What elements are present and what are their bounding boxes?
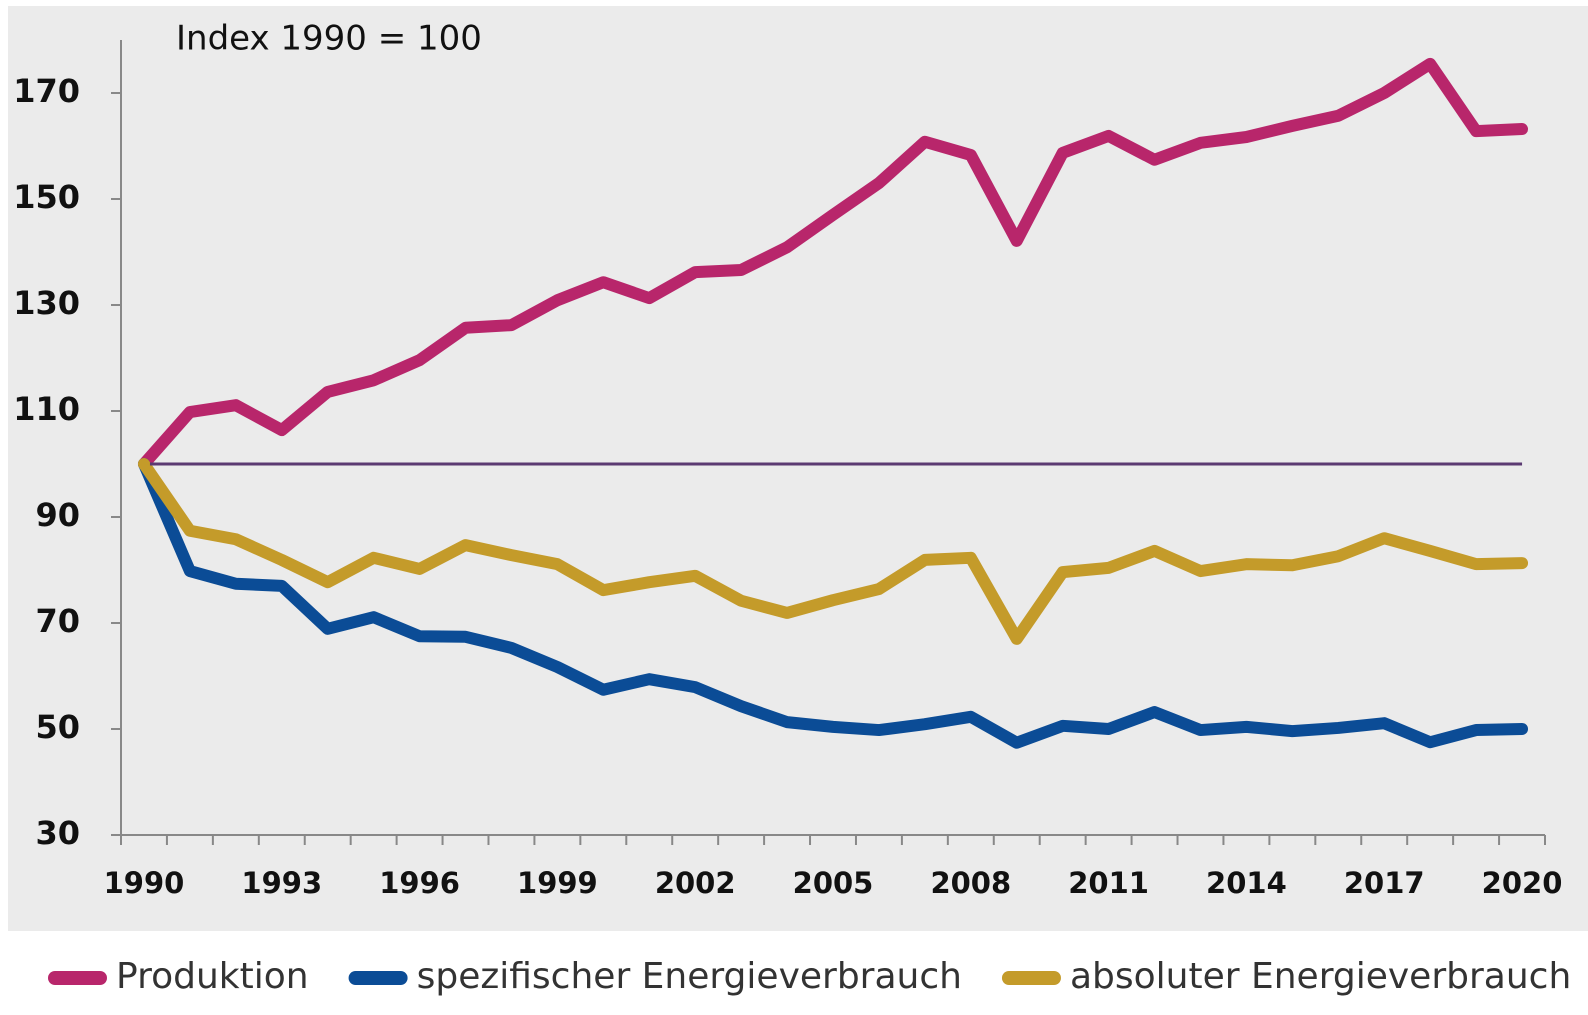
y-tick-label: 70 [35, 602, 80, 640]
line-series [137, 458, 1529, 645]
annotation: Index 1990 = 100 [176, 19, 482, 59]
y-tick-label: 150 [13, 178, 80, 216]
x-tick-label: 2020 [1482, 866, 1563, 900]
x-tick-label: 2014 [1206, 866, 1287, 900]
x-tick-label: 1990 [104, 866, 185, 900]
line-series [137, 57, 1529, 470]
x-tick-label: 2005 [793, 866, 874, 900]
legend-label: absoluter Energieverbrauch [1070, 956, 1571, 997]
x-tick-label: 1996 [379, 866, 460, 900]
y-tick-label: 110 [13, 390, 80, 428]
y-tick-label: 170 [13, 72, 80, 110]
y-tick-label: 30 [35, 814, 80, 852]
legend-label: spezifischer Energieverbrauch [417, 956, 962, 997]
x-tick-label: 1999 [517, 866, 598, 900]
x-tick-label: 2017 [1344, 866, 1425, 900]
plot-background [8, 6, 1588, 931]
y-tick-label: 50 [35, 708, 80, 746]
line-series [137, 458, 1529, 749]
x-tick-label: 2008 [930, 866, 1011, 900]
x-tick-label: 2011 [1068, 866, 1149, 900]
legend-label: Produktion [116, 956, 309, 997]
y-tick-label: 130 [13, 284, 80, 322]
x-tick-label: 1993 [241, 866, 322, 900]
x-tick-label: 2002 [655, 866, 736, 900]
y-tick-label: 90 [35, 496, 80, 534]
